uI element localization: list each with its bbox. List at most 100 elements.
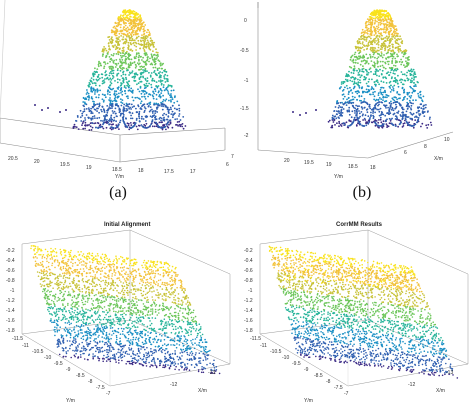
point [43, 285, 45, 287]
point [126, 30, 128, 33]
point [151, 56, 154, 59]
point [429, 121, 432, 124]
point [174, 271, 177, 274]
point [333, 119, 335, 122]
point [61, 281, 63, 284]
point [131, 112, 134, 115]
point [114, 44, 116, 46]
point [140, 55, 142, 58]
point [176, 275, 178, 277]
point [162, 94, 165, 97]
point [165, 292, 168, 295]
point [45, 283, 48, 286]
point [187, 305, 189, 308]
point [404, 66, 406, 68]
point [95, 84, 97, 87]
point [149, 75, 152, 78]
point [49, 312, 51, 315]
point [97, 292, 100, 295]
point [124, 89, 126, 92]
point [374, 20, 377, 22]
point [116, 74, 118, 77]
point [61, 310, 64, 313]
ticks-left-b: 0 -0.5 -1 -1.5 -2 [240, 18, 249, 139]
point [48, 272, 51, 275]
point [176, 100, 179, 103]
y-axis-label-a: Y/m [115, 174, 124, 180]
point [104, 115, 106, 117]
point [76, 307, 78, 309]
point [151, 266, 153, 268]
point [375, 103, 378, 105]
point [135, 49, 138, 51]
point [96, 262, 99, 265]
point [91, 308, 93, 311]
point [71, 280, 73, 283]
point [134, 20, 136, 22]
point [139, 320, 142, 323]
point [369, 53, 371, 56]
point [369, 55, 372, 58]
point [132, 264, 135, 267]
point [71, 288, 74, 290]
point [419, 90, 422, 93]
point [144, 115, 147, 118]
point [401, 40, 403, 43]
point [114, 21, 117, 24]
point [85, 311, 88, 314]
point [366, 111, 369, 114]
tick-label: 18 [370, 165, 376, 171]
point [52, 287, 54, 289]
point [358, 40, 361, 43]
point [153, 282, 156, 284]
point [137, 88, 139, 91]
point [133, 24, 136, 27]
point [49, 294, 51, 296]
point [340, 109, 343, 112]
point [395, 69, 398, 72]
point [364, 31, 366, 34]
point [359, 76, 362, 79]
point [343, 80, 346, 83]
point [128, 128, 131, 131]
point [169, 280, 171, 283]
point [162, 269, 164, 271]
point [110, 79, 113, 81]
point [410, 104, 413, 107]
point [120, 64, 123, 67]
point [356, 105, 359, 108]
point [179, 310, 181, 312]
point [337, 102, 340, 104]
point [425, 104, 427, 106]
point [93, 281, 95, 284]
point [400, 38, 402, 40]
point [132, 270, 135, 272]
point [377, 49, 380, 52]
point [122, 73, 125, 76]
point [103, 111, 106, 113]
point [155, 48, 157, 51]
point [140, 65, 143, 68]
point [151, 108, 153, 111]
point [104, 282, 106, 284]
point [371, 46, 374, 49]
point [174, 325, 177, 328]
point [121, 99, 124, 101]
point [54, 312, 56, 315]
point [145, 62, 147, 65]
point [403, 53, 405, 56]
point [389, 44, 391, 47]
point [365, 69, 368, 72]
point [105, 126, 108, 129]
point [92, 100, 94, 103]
point [188, 323, 191, 325]
point [117, 311, 119, 314]
point [138, 59, 140, 62]
point [127, 55, 130, 57]
point [173, 323, 175, 326]
point [365, 109, 368, 111]
point [379, 33, 382, 35]
point [368, 30, 371, 32]
point [46, 271, 49, 273]
point [106, 285, 109, 287]
